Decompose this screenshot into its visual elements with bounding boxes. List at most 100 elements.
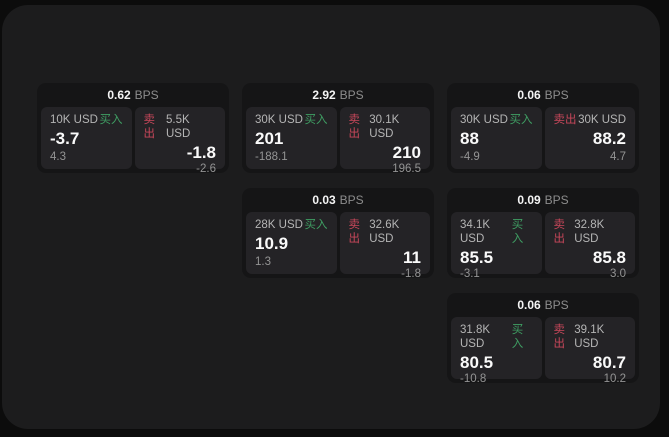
buy-price: 80.5 [460, 353, 494, 372]
bps-unit-label: BPS [544, 298, 569, 312]
spread-cards-grid: 0.62 BPS 10K USD 买入 -3.7 4.3 卖出 5.5K USD… [37, 83, 639, 385]
sell-side-label: 卖出 [348, 114, 361, 140]
sell-amount: 30K USD [578, 114, 626, 126]
buy-tile-top: 10K USD 买入 [50, 113, 123, 127]
buy-delta: -188.1 [255, 151, 288, 163]
bps-value: 0.62 [107, 88, 131, 102]
buy-side-label: 买入 [304, 219, 328, 231]
spread-card: 0.06 BPS 31.8K USD 买入 80.5 -10.8 卖出 39.1… [447, 293, 639, 385]
sell-amount: 39.1K USD [574, 324, 605, 350]
quote-tiles: 30K USD 买入 88 -4.9 卖出 30K USD 88.2 4.7 [451, 107, 635, 169]
sell-delta: 10.2 [603, 373, 626, 385]
sell-amount: 32.6K USD [369, 219, 400, 245]
sell-side-label: 卖出 [553, 219, 566, 245]
quote-tiles: 10K USD 买入 -3.7 4.3 卖出 5.5K USD -1.8 -2.… [41, 107, 225, 175]
sell-delta: 3.0 [610, 268, 626, 280]
quote-tiles: 31.8K USD 买入 80.5 -10.8 卖出 39.1K USD 80.… [451, 317, 635, 385]
sell-side-label: 卖出 [553, 114, 577, 126]
sell-side-label: 卖出 [143, 114, 156, 140]
sell-tile-top: 卖出 32.8K USD [554, 218, 627, 246]
buy-tile-top: 34.1K USD 买入 [460, 218, 533, 246]
bps-value: 0.09 [517, 193, 541, 207]
spread-card: 0.62 BPS 10K USD 买入 -3.7 4.3 卖出 5.5K USD… [37, 83, 229, 175]
buy-delta: -10.8 [460, 373, 487, 385]
sell-price: 85.8 [592, 248, 626, 267]
buy-amount: 34.1K USD [460, 219, 491, 245]
sell-amount: 5.5K USD [165, 114, 191, 140]
sell-tile[interactable]: 卖出 39.1K USD 80.7 10.2 [544, 317, 635, 385]
buy-price: 88 [460, 129, 479, 148]
buy-side-label: 买入 [509, 114, 533, 126]
spread-card: 0.09 BPS 34.1K USD 买入 85.5 -3.1 卖出 32.8K… [447, 188, 639, 280]
quote-tiles: 30K USD 买入 201 -188.1 卖出 30.1K USD 210 1… [246, 107, 430, 175]
sell-tile-top: 卖出 32.6K USD [349, 218, 422, 246]
buy-amount: 10K USD [50, 114, 98, 126]
sell-tile[interactable]: 卖出 32.6K USD 11 -1.8 [339, 212, 430, 280]
quote-tiles: 28K USD 买入 10.9 1.3 卖出 32.6K USD 11 -1.8 [246, 212, 430, 280]
sell-tile-top: 卖出 5.5K USD [144, 113, 217, 141]
sell-price: 88.2 [592, 129, 626, 148]
buy-tile[interactable]: 30K USD 买入 88 -4.9 [451, 107, 542, 169]
buy-delta: 1.3 [255, 256, 271, 268]
sell-amount: 32.8K USD [574, 219, 605, 245]
bps-header: 2.92 BPS [246, 83, 430, 107]
bps-unit-label: BPS [544, 193, 569, 207]
buy-side-label: 买入 [304, 114, 328, 126]
sell-delta: -1.8 [401, 268, 421, 280]
bps-header: 0.09 BPS [451, 188, 635, 212]
buy-price: -3.7 [50, 129, 80, 148]
buy-tile[interactable]: 34.1K USD 买入 85.5 -3.1 [451, 212, 542, 280]
bps-header: 0.06 BPS [451, 83, 635, 107]
bps-unit-label: BPS [339, 88, 364, 102]
buy-side-label: 买入 [511, 324, 524, 350]
buy-amount: 30K USD [255, 114, 303, 126]
buy-delta: 4.3 [50, 151, 66, 163]
sell-price: 210 [392, 143, 421, 162]
sell-delta: 196.5 [392, 163, 421, 175]
sell-tile[interactable]: 卖出 5.5K USD -1.8 -2.6 [134, 107, 225, 175]
buy-delta: -3.1 [460, 268, 480, 280]
bps-header: 0.62 BPS [41, 83, 225, 107]
buy-tile-top: 28K USD 买入 [255, 218, 328, 232]
sell-tile[interactable]: 卖出 30.1K USD 210 196.5 [339, 107, 430, 175]
sell-price: -1.8 [186, 143, 216, 162]
buy-amount: 31.8K USD [460, 324, 491, 350]
spread-card: 0.03 BPS 28K USD 买入 10.9 1.3 卖出 32.6K US… [242, 188, 434, 280]
buy-price: 10.9 [255, 234, 289, 253]
sell-price: 11 [403, 248, 421, 267]
bps-header: 0.03 BPS [246, 188, 430, 212]
buy-amount: 28K USD [255, 219, 303, 231]
bps-unit-label: BPS [339, 193, 364, 207]
buy-side-label: 买入 [511, 219, 524, 245]
buy-tile-top: 30K USD 买入 [460, 113, 533, 127]
quote-tiles: 34.1K USD 买入 85.5 -3.1 卖出 32.8K USD 85.8… [451, 212, 635, 280]
bps-value: 2.92 [312, 88, 336, 102]
sell-price: 80.7 [592, 353, 626, 372]
sell-tile-top: 卖出 30.1K USD [349, 113, 422, 141]
sell-tile[interactable]: 卖出 32.8K USD 85.8 3.0 [544, 212, 635, 280]
buy-side-label: 买入 [99, 114, 123, 126]
sell-tile-top: 卖出 39.1K USD [554, 323, 627, 351]
spread-card: 0.06 BPS 30K USD 买入 88 -4.9 卖出 30K USD 8… [447, 83, 639, 173]
buy-tile[interactable]: 10K USD 买入 -3.7 4.3 [41, 107, 132, 169]
buy-tile[interactable]: 31.8K USD 买入 80.5 -10.8 [451, 317, 542, 385]
sell-side-label: 卖出 [553, 324, 566, 350]
bps-unit-label: BPS [134, 88, 159, 102]
bps-value: 0.03 [312, 193, 336, 207]
buy-delta: -4.9 [460, 151, 480, 163]
sell-delta: 4.7 [610, 151, 626, 163]
buy-tile[interactable]: 28K USD 买入 10.9 1.3 [246, 212, 337, 274]
buy-price: 201 [255, 129, 284, 148]
sell-amount: 30.1K USD [369, 114, 400, 140]
bps-value: 0.06 [517, 88, 541, 102]
bps-value: 0.06 [517, 298, 541, 312]
sell-delta: -2.6 [196, 163, 216, 175]
spread-card: 2.92 BPS 30K USD 买入 201 -188.1 卖出 30.1K … [242, 83, 434, 175]
buy-tile[interactable]: 30K USD 买入 201 -188.1 [246, 107, 337, 169]
sell-tile[interactable]: 卖出 30K USD 88.2 4.7 [544, 107, 635, 169]
bps-unit-label: BPS [544, 88, 569, 102]
buy-price: 85.5 [460, 248, 494, 267]
buy-tile-top: 30K USD 买入 [255, 113, 328, 127]
buy-tile-top: 31.8K USD 买入 [460, 323, 533, 351]
bps-header: 0.06 BPS [451, 293, 635, 317]
